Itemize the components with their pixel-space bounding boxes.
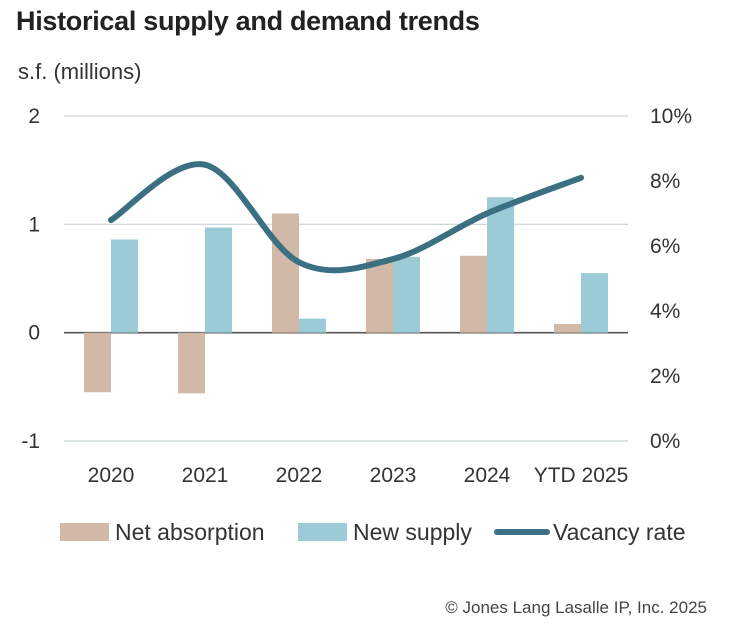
y-tick-label: -1 <box>21 430 40 453</box>
x-tick-label: 2023 <box>370 464 417 487</box>
x-tick-label: YTD 2025 <box>534 464 629 487</box>
x-tick-label: 2020 <box>88 464 135 487</box>
y2-tick-label: 4% <box>650 300 680 323</box>
y-axis-label: s.f. (millions) <box>18 59 141 84</box>
vacancy-rate-line <box>108 161 584 274</box>
net-absorption-bar <box>460 255 487 333</box>
y2-tick-label: 6% <box>650 235 680 258</box>
y-tick-label: 2 <box>28 105 40 128</box>
grid-lines <box>64 115 628 442</box>
net-absorption-legend-swatch <box>60 523 109 541</box>
x-axis: 2020 2021 2022 2023 2024 YTD 2025 <box>88 464 629 487</box>
legend: Net absorption New supply Vacancy rate <box>60 519 686 545</box>
new-supply-bar <box>299 318 326 333</box>
net-absorption-bar <box>366 259 393 333</box>
y2-tick-label: 2% <box>650 365 680 388</box>
x-tick-label: 2024 <box>464 464 511 487</box>
net-absorption-bar <box>272 213 299 333</box>
net-absorption-bar <box>178 332 205 394</box>
new-supply-bar <box>487 197 514 333</box>
net-absorption-legend-label: Net absorption <box>115 519 265 545</box>
net-absorption-bar <box>84 332 111 393</box>
vacancy-rate-legend-label: Vacancy rate <box>553 519 686 545</box>
new-supply-legend-label: New supply <box>353 519 472 545</box>
y-tick-label: 1 <box>28 213 40 236</box>
chart-title: Historical supply and demand trends <box>16 6 480 36</box>
new-supply-bar <box>111 239 138 333</box>
source-note: © Jones Lang Lasalle IP, Inc. 2025 <box>445 598 707 617</box>
y-tick-label: 0 <box>28 322 40 345</box>
new-supply-bar <box>581 273 608 333</box>
y-axis-right: 10% 8% 6% 4% 2% 0% <box>650 105 692 453</box>
net-absorption-bar <box>554 324 581 333</box>
y-axis-left: 2 1 0 -1 <box>21 105 40 453</box>
new-supply-bar <box>205 227 232 333</box>
new-supply-bar <box>393 256 420 333</box>
new-supply-legend-swatch <box>298 523 347 541</box>
y2-tick-label: 8% <box>650 170 680 193</box>
bar-series <box>84 197 608 394</box>
y2-tick-label: 10% <box>650 105 692 128</box>
x-tick-label: 2022 <box>276 464 323 487</box>
y2-tick-label: 0% <box>650 430 680 453</box>
x-tick-label: 2021 <box>182 464 229 487</box>
